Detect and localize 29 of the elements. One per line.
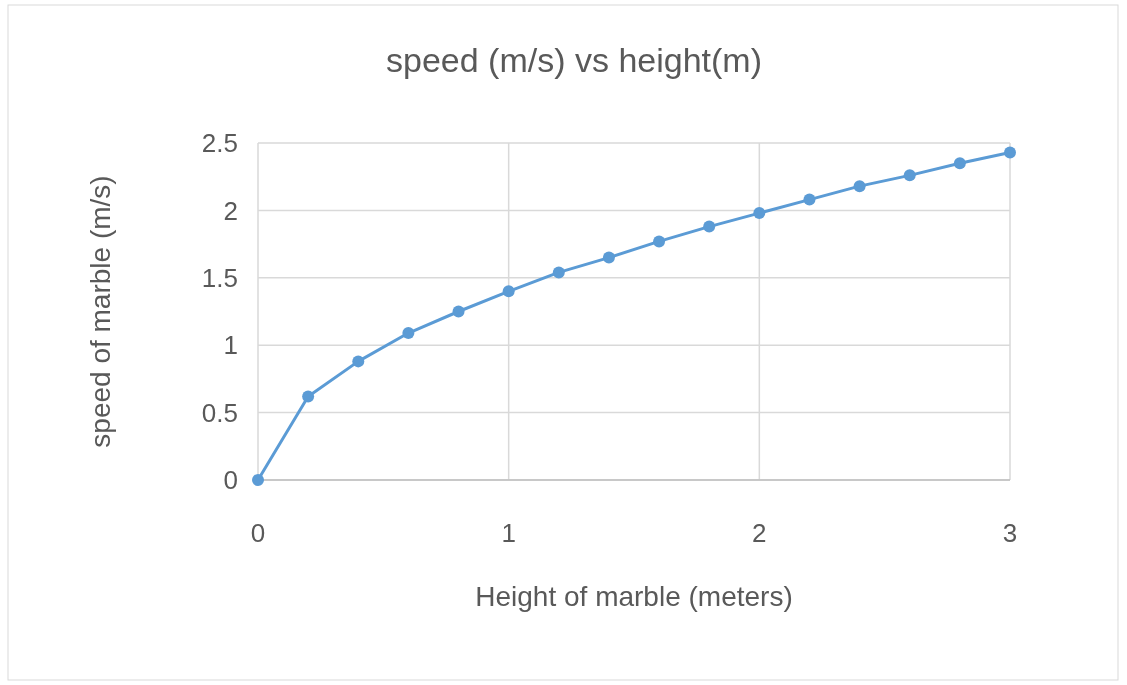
x-tick-label: 2 bbox=[752, 518, 767, 548]
y-tick-label: 0.5 bbox=[201, 397, 238, 428]
y-tick-label: 1 bbox=[223, 330, 238, 361]
point bbox=[653, 235, 666, 248]
point bbox=[703, 220, 716, 233]
point bbox=[803, 193, 816, 206]
x-tick-label: 0 bbox=[250, 518, 266, 548]
y-tick-label: 2 bbox=[223, 195, 238, 226]
point bbox=[352, 355, 365, 368]
point bbox=[903, 169, 916, 182]
x-tick-label: 1 bbox=[501, 518, 516, 548]
y-tick-label: 1.5 bbox=[201, 262, 238, 293]
point bbox=[602, 251, 615, 264]
point bbox=[502, 285, 515, 298]
point bbox=[1004, 146, 1016, 159]
chart-title: speed (m/s) vs height(m) bbox=[386, 41, 762, 79]
y-tick-label: 2.5 bbox=[201, 128, 238, 159]
point bbox=[252, 474, 264, 486]
point bbox=[452, 305, 465, 318]
x-tick-label: 3 bbox=[1002, 518, 1018, 548]
y-tick-label: 0 bbox=[223, 465, 238, 496]
point bbox=[853, 180, 866, 193]
point bbox=[552, 266, 565, 279]
y-axis-title: speed of marble (m/s) bbox=[85, 175, 116, 448]
point bbox=[302, 390, 315, 403]
point bbox=[402, 327, 415, 340]
x-axis-title: Height of marble (meters) bbox=[475, 581, 793, 612]
point bbox=[753, 207, 766, 220]
point bbox=[953, 157, 966, 170]
